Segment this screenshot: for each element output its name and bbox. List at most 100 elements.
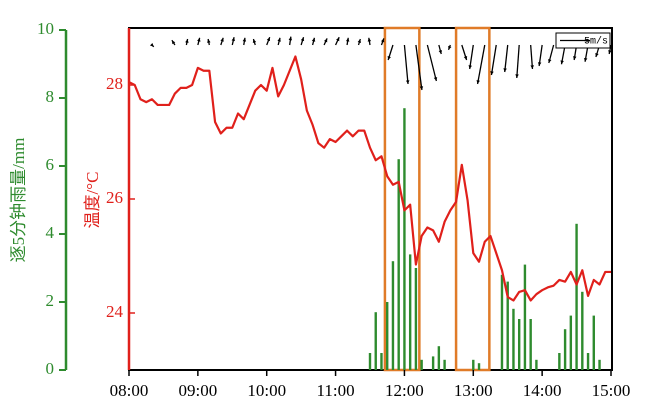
highlight-box xyxy=(383,26,421,372)
y-tick-label: 6 xyxy=(46,155,55,174)
wind-head xyxy=(311,37,316,42)
wind-head xyxy=(252,39,257,43)
x-tick-label: 13:00 xyxy=(454,381,493,400)
y2-tick-label: 24 xyxy=(106,302,124,321)
wind-head xyxy=(336,37,340,42)
wind-head xyxy=(266,37,271,42)
wind-head xyxy=(548,59,552,63)
rain-bar xyxy=(386,302,389,370)
rain-bar xyxy=(472,359,475,370)
wind-arrow xyxy=(387,44,394,61)
wind-arrow xyxy=(323,38,328,46)
rain-bar xyxy=(431,356,435,370)
wind-head xyxy=(515,74,519,78)
wind-head xyxy=(419,86,424,90)
wind-arrow xyxy=(461,44,468,61)
wind-head xyxy=(405,80,410,84)
wind-head xyxy=(300,37,305,42)
wind-arrow xyxy=(207,38,211,46)
wind-arrow xyxy=(476,44,486,85)
y2-axis-label: 温度/°C xyxy=(83,172,102,229)
wind-head xyxy=(381,38,385,43)
wind-arrow xyxy=(548,44,555,64)
wind-arrow xyxy=(311,37,316,46)
y2-tick-label: 26 xyxy=(106,188,123,207)
wind-head xyxy=(149,43,154,47)
wind-head xyxy=(448,45,452,50)
rain-bar xyxy=(477,363,481,370)
rain-bar xyxy=(368,353,372,370)
wind-arrow xyxy=(560,38,590,43)
wind-head xyxy=(277,37,281,42)
wind-arrow xyxy=(242,37,247,46)
wind-head xyxy=(595,53,599,57)
wind-arrow xyxy=(537,44,543,67)
wind-head xyxy=(503,68,507,72)
x-tick-label: 10:00 xyxy=(247,381,286,400)
wind-head xyxy=(231,37,235,42)
rain-bar xyxy=(535,359,538,370)
wind-shaft xyxy=(516,44,520,79)
rain-bar xyxy=(586,353,590,370)
x-tick-label: 11:00 xyxy=(317,381,355,400)
wind-shaft xyxy=(530,44,534,70)
rain-bar xyxy=(512,308,515,370)
wind-arrow xyxy=(266,36,271,46)
rain-bar xyxy=(558,353,561,370)
wind-arrow xyxy=(515,44,520,79)
y-tick-label: 2 xyxy=(46,291,55,310)
wind-head xyxy=(387,56,391,60)
wind-arrow xyxy=(367,37,372,46)
wind-head xyxy=(560,60,564,65)
x-tick-label: 08:00 xyxy=(110,381,149,400)
wind-shaft xyxy=(426,44,438,82)
wind-head xyxy=(185,39,189,43)
y-tick-label: 10 xyxy=(37,19,54,38)
wind-head xyxy=(586,38,590,43)
x-tick-label: 12:00 xyxy=(385,381,424,400)
rain-bar xyxy=(397,159,400,370)
wind-head xyxy=(242,37,247,42)
wind-head xyxy=(608,50,612,54)
wind-head xyxy=(476,80,480,84)
wind-shaft xyxy=(469,44,474,70)
wind-head xyxy=(463,56,468,60)
temperature-line xyxy=(128,55,611,302)
wind-shaft xyxy=(415,44,423,91)
y2-tick-label: 28 xyxy=(106,74,123,93)
wind-shaft xyxy=(403,44,409,85)
wind-arrow xyxy=(380,38,385,46)
wind-arrow xyxy=(149,43,155,48)
rain-bar xyxy=(500,274,504,370)
rain-bar xyxy=(506,281,509,370)
rain-bar xyxy=(443,359,446,370)
rain-bar xyxy=(569,315,573,370)
rain-bar xyxy=(414,268,418,370)
wind-head xyxy=(433,77,438,81)
wind-arrow xyxy=(300,37,305,46)
wind-head xyxy=(324,38,328,43)
wind-head xyxy=(530,65,534,69)
rain-bar xyxy=(575,223,578,370)
wind-shaft xyxy=(490,44,497,76)
rain-bar xyxy=(598,359,601,370)
plot-frame xyxy=(128,27,613,371)
wind-arrow xyxy=(220,37,224,46)
x-tick-label: 14:00 xyxy=(523,381,562,400)
wind-arrow xyxy=(490,44,497,76)
wind-head xyxy=(490,71,494,75)
y-tick-label: 0 xyxy=(46,359,55,378)
wind-head xyxy=(288,36,293,41)
wind-arrow xyxy=(426,44,438,82)
wind-arrow xyxy=(530,44,534,70)
wind-head xyxy=(573,56,577,60)
wind-head xyxy=(171,40,176,45)
wind-head xyxy=(220,37,224,42)
x-tick-label: 09:00 xyxy=(178,381,217,400)
wind-arrow xyxy=(197,37,201,46)
rain-bar xyxy=(523,264,527,370)
rain-bar xyxy=(563,329,567,370)
wind-arrow xyxy=(288,36,293,46)
wind-head xyxy=(367,37,372,42)
